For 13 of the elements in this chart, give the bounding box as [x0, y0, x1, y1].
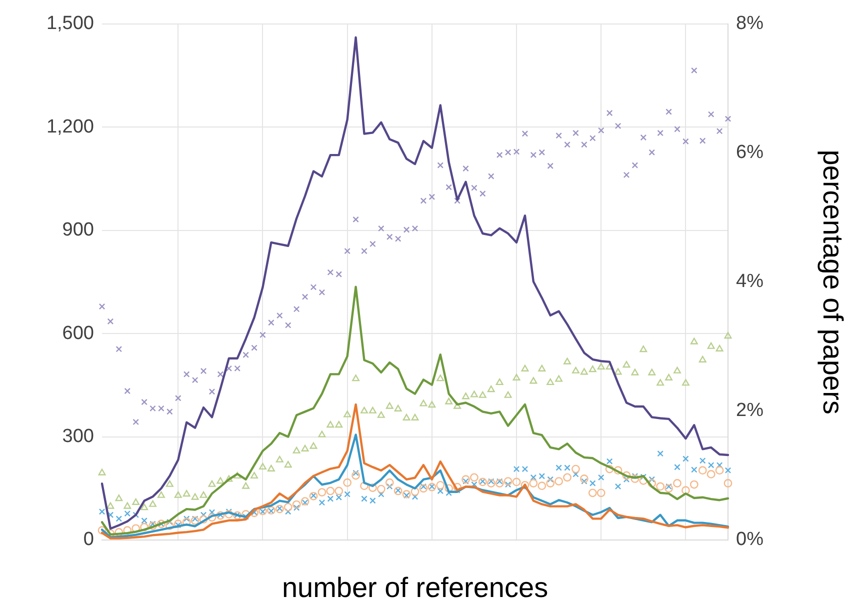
y2-axis-title: percentage of papers [817, 150, 848, 414]
y2-tick-label: 2% [736, 400, 764, 422]
y-tick-label: 900 [62, 220, 94, 241]
y2-tick-label: 0% [736, 529, 764, 550]
y2-tick-label: 8% [736, 13, 764, 34]
y-tick-label: 1,200 [46, 116, 94, 138]
y2-tick-label: 4% [736, 271, 764, 292]
y-tick-label: 0 [83, 529, 94, 550]
y-tick-label: 300 [62, 426, 94, 448]
y-tick-label: 600 [62, 322, 94, 344]
y2-tick-label: 6% [736, 142, 764, 164]
y-tick-label: 1,500 [46, 13, 94, 34]
x-axis-title: number of references [282, 572, 548, 603]
